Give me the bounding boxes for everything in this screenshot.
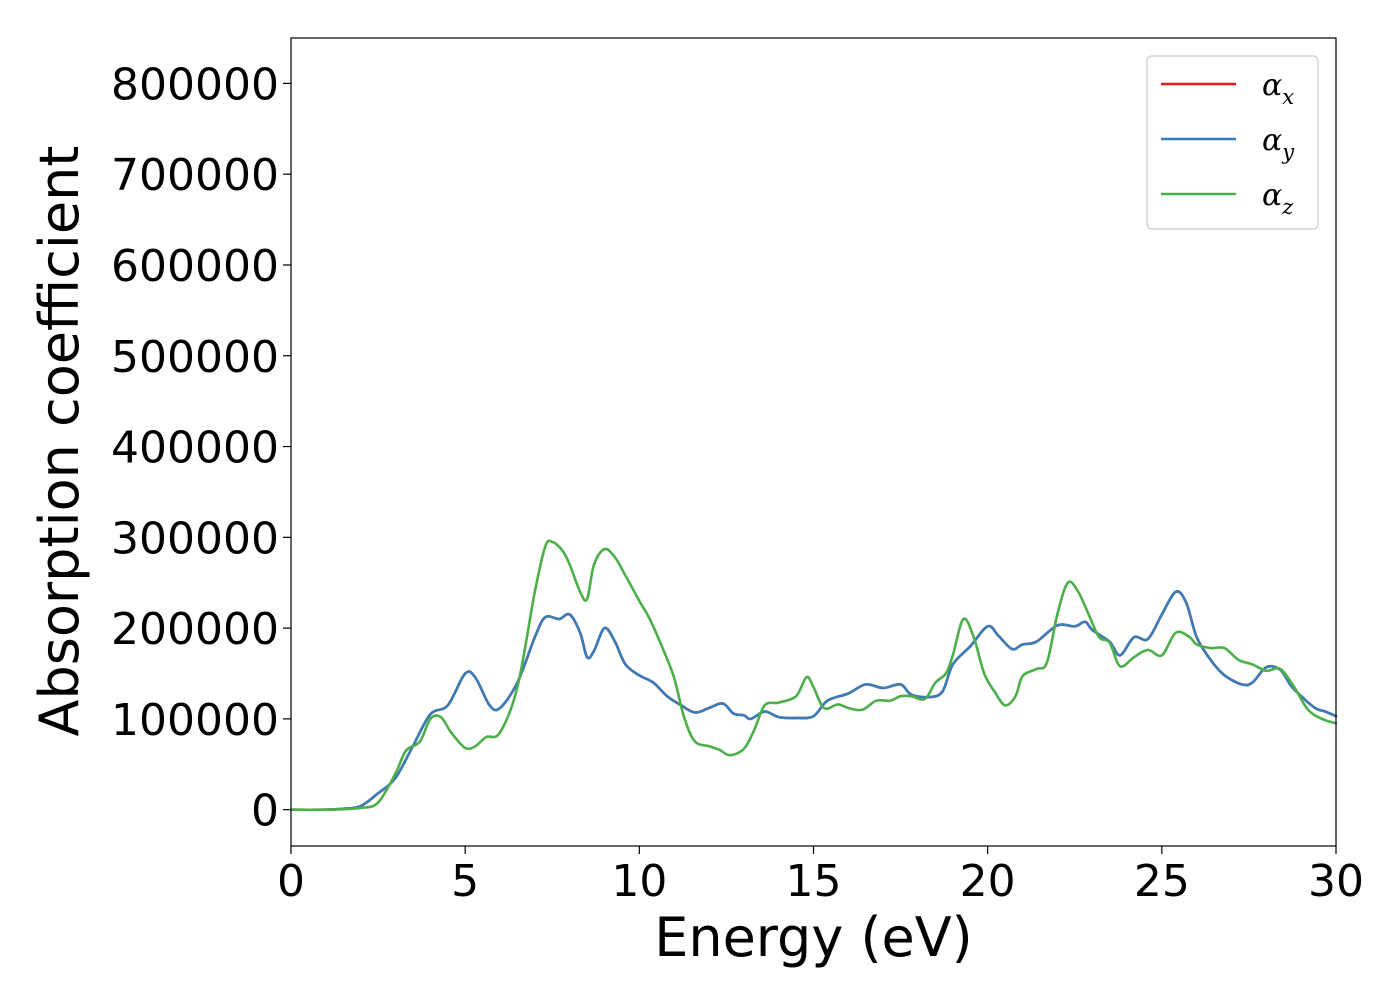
series-line-z bbox=[289, 539, 1338, 812]
series-layer bbox=[289, 539, 1338, 812]
y-tick-label: 0 bbox=[251, 786, 279, 837]
y-tick-label: 700000 bbox=[111, 150, 279, 201]
y-tick-label: 500000 bbox=[111, 332, 279, 383]
legend-label-base: α bbox=[1262, 178, 1282, 213]
legend-label-base: α bbox=[1262, 123, 1282, 158]
x-axis-ticks: 0 5 10 15 20 25 30 bbox=[277, 846, 1364, 907]
x-tick-label: 25 bbox=[1134, 856, 1190, 907]
legend-label: αy bbox=[1262, 123, 1295, 164]
x-tick-label: 20 bbox=[960, 856, 1016, 907]
legend-box bbox=[1146, 55, 1319, 230]
legend-label-subscript: x bbox=[1282, 85, 1294, 109]
x-tick-label: 30 bbox=[1308, 856, 1364, 907]
series-line-y bbox=[289, 590, 1338, 812]
x-tick-label: 10 bbox=[611, 856, 667, 907]
series-line-x bbox=[289, 590, 1338, 812]
y-tick-label: 800000 bbox=[111, 59, 279, 110]
y-axis-ticks: 0 100000 200000 300000 400000 500000 600000 700… bbox=[111, 59, 291, 837]
legend-label-subscript: z bbox=[1281, 195, 1294, 219]
legend-label: αz bbox=[1262, 178, 1294, 219]
y-tick-label: 400000 bbox=[111, 423, 279, 474]
legend-label: αx bbox=[1262, 68, 1294, 109]
x-tick-label: 0 bbox=[277, 856, 305, 907]
y-tick-label: 300000 bbox=[111, 513, 279, 564]
legend-label-subscript: y bbox=[1281, 140, 1295, 164]
plot-frame bbox=[290, 37, 1337, 847]
y-tick-label: 200000 bbox=[111, 604, 279, 655]
x-tick-label: 15 bbox=[786, 856, 842, 907]
x-tick-label: 5 bbox=[451, 856, 479, 907]
y-tick-label: 100000 bbox=[111, 695, 279, 746]
y-tick-label: 600000 bbox=[111, 241, 279, 292]
y-axis-title: Absorption coefficient bbox=[28, 146, 91, 737]
legend-label-base: α bbox=[1262, 68, 1282, 103]
x-axis-title: Energy (eV) bbox=[654, 906, 973, 969]
